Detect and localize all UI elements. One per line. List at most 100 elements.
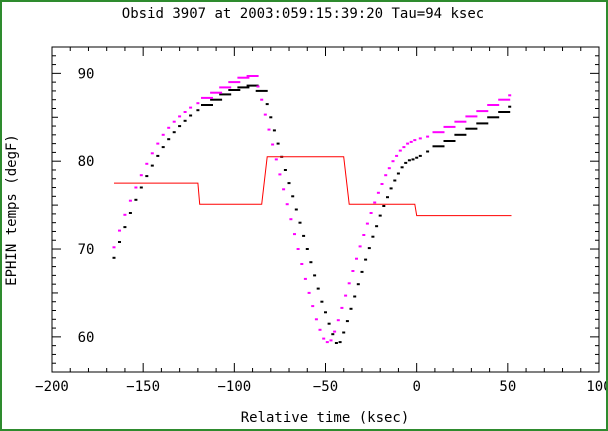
series-point-black — [139, 186, 143, 189]
series-point-magenta — [487, 104, 500, 106]
series-point-black — [269, 116, 273, 119]
series-point-black — [201, 104, 213, 106]
series-point-black — [443, 140, 456, 142]
series-point-black — [309, 261, 313, 264]
series-point-black — [291, 195, 295, 198]
series-point-magenta — [161, 133, 165, 136]
series-point-black — [393, 179, 397, 182]
x-tick-label: −200 — [35, 379, 69, 395]
series-point-black — [349, 307, 353, 310]
series-point-black — [112, 256, 116, 259]
series-point-magenta — [398, 149, 402, 152]
series-point-black — [386, 196, 389, 199]
series-point-magenta — [210, 91, 223, 94]
series-point-black — [375, 225, 379, 228]
series-point-black — [407, 159, 411, 162]
series-point-black — [228, 89, 241, 91]
x-tick-label: −100 — [217, 379, 251, 395]
x-tick-label: 0 — [412, 379, 420, 395]
series-point-black — [172, 131, 176, 134]
series-line-red — [114, 156, 512, 217]
series-point-magenta — [311, 305, 315, 308]
series-point-magenta — [498, 98, 511, 101]
series-point-magenta — [145, 162, 149, 165]
series-point-black — [145, 175, 149, 178]
series-point-black — [183, 119, 187, 122]
series-point-magenta — [196, 102, 200, 105]
series-point-magenta — [183, 111, 187, 113]
series-point-black — [276, 142, 280, 145]
series-point-magenta — [406, 142, 410, 145]
series-point-black — [426, 150, 430, 153]
series-point-magenta — [508, 94, 512, 97]
series-point-black — [476, 122, 489, 125]
series-point-magenta — [246, 75, 259, 77]
series-point-magenta — [413, 139, 417, 142]
series-point-magenta — [201, 96, 213, 99]
series-point-black — [327, 322, 331, 325]
series-point-magenta — [432, 131, 445, 134]
series-point-black — [418, 154, 422, 157]
series-point-black — [382, 205, 386, 207]
axis-ticks: −200 −150 −100 −50 0 50 100 60 70 80 90 — [35, 47, 606, 395]
series-point-black — [371, 235, 375, 238]
series-point-magenta — [454, 120, 467, 123]
series-point-black — [454, 133, 467, 136]
series-point-magenta — [362, 234, 366, 236]
series-point-magenta — [373, 201, 377, 204]
series-point-magenta — [296, 248, 300, 250]
x-tick-label: 50 — [499, 379, 516, 395]
series-point-black — [465, 127, 478, 130]
series-point-black — [298, 221, 302, 224]
series-point-black — [134, 198, 138, 201]
series-point-black — [342, 331, 346, 334]
series-point-magenta — [476, 110, 489, 113]
series-point-magenta — [409, 140, 413, 143]
series-point-magenta — [391, 160, 395, 163]
series-point-black — [364, 258, 368, 261]
series-point-magenta — [387, 167, 391, 170]
series-point-magenta — [303, 277, 307, 280]
series-point-black — [415, 156, 419, 159]
series-point-black — [302, 234, 306, 237]
series-point-magenta — [256, 85, 260, 88]
series-point-magenta — [395, 154, 399, 157]
x-tick-label: −50 — [313, 379, 338, 395]
x-axis-label: Relative time (ksec) — [241, 410, 410, 426]
series-point-magenta — [307, 291, 311, 294]
series-point-black — [400, 166, 404, 169]
series-point-black — [498, 111, 511, 113]
series-point-black — [255, 89, 268, 92]
series-point-magenta — [402, 146, 406, 149]
series-point-magenta — [418, 137, 422, 140]
series-point-black — [237, 86, 250, 89]
y-tick-label: 80 — [78, 154, 95, 170]
series-point-magenta — [340, 306, 344, 309]
series-point-magenta — [355, 257, 358, 260]
y-axis-label: EPHIN temps (degF) — [4, 134, 20, 286]
series-point-magenta — [274, 158, 278, 161]
series-point-magenta — [329, 339, 333, 342]
series-point-magenta — [322, 337, 326, 340]
series-point-magenta — [112, 246, 116, 249]
series-point-magenta — [426, 135, 430, 138]
series-point-black — [396, 172, 400, 175]
series-point-magenta — [289, 218, 293, 221]
series-point-magenta — [293, 233, 296, 236]
series-point-black — [432, 145, 445, 148]
series-point-black — [167, 138, 171, 141]
series-point-black — [320, 300, 324, 303]
series-point-black — [156, 154, 160, 157]
series-point-black — [196, 109, 200, 112]
series-point-black — [123, 226, 127, 229]
series-point-magenta — [344, 294, 348, 297]
series-point-magenta — [123, 213, 127, 216]
y-tick-label: 70 — [78, 242, 95, 258]
series-point-magenta — [118, 229, 121, 232]
series-point-black — [487, 116, 500, 119]
series-point-magenta — [465, 115, 478, 118]
series-point-magenta — [128, 199, 132, 202]
series-point-black — [345, 320, 349, 323]
series-point-magenta — [333, 330, 337, 333]
series-point-black — [360, 270, 364, 273]
